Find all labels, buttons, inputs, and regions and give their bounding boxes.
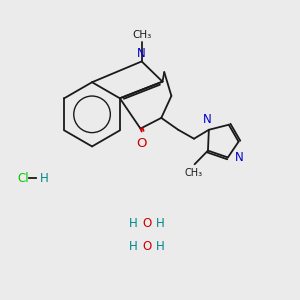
- Text: H: H: [129, 217, 138, 230]
- Text: N: N: [234, 151, 243, 164]
- Text: H: H: [156, 217, 165, 230]
- Text: N: N: [203, 113, 212, 126]
- Text: H: H: [156, 240, 165, 253]
- Text: H: H: [40, 172, 49, 185]
- Text: O: O: [142, 217, 152, 230]
- Text: CH₃: CH₃: [184, 168, 202, 178]
- Text: N: N: [137, 47, 146, 60]
- Text: O: O: [142, 240, 152, 253]
- Text: CH₃: CH₃: [132, 30, 151, 40]
- Text: H: H: [129, 240, 138, 253]
- Text: Cl: Cl: [18, 172, 29, 185]
- Text: O: O: [136, 137, 146, 150]
